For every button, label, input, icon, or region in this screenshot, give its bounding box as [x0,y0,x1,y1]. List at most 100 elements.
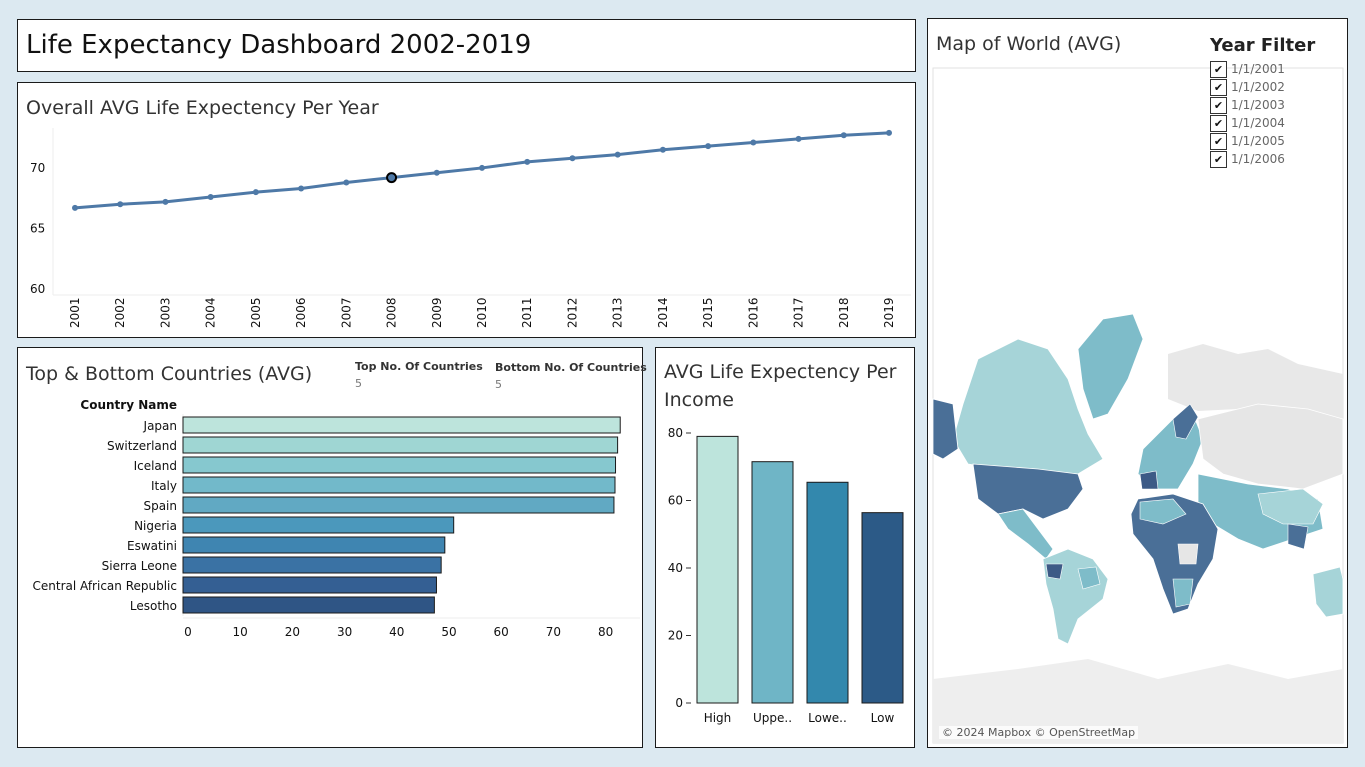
greenland [1077,313,1144,420]
bar[interactable] [696,435,739,704]
x-tick-label: 60 [494,625,509,639]
data-point[interactable] [343,179,350,186]
data-point[interactable] [433,169,440,176]
column-header: Country Name [80,398,177,412]
category-label: Central African Republic [33,579,177,593]
line-chart[interactable]: 60 65 70 2001 2002 2003 2004 2005 2006 2007 2008 20… [18,83,915,337]
dashboard-title-panel: Life Expectancy Dashboard 2002-2019 [17,19,916,72]
alaska [932,398,959,460]
world-map[interactable] [928,19,1347,747]
category-label: Sierra Leone [102,559,177,573]
data-point[interactable] [207,193,214,200]
usa [972,463,1084,520]
bar[interactable] [861,512,904,704]
data-point[interactable] [795,135,802,142]
checkbox-checked-icon[interactable]: ✔ [1210,96,1227,114]
year-filter-item[interactable]: ✔ 1/1/2002 [1210,78,1285,96]
x-tick-label: 0 [184,625,192,639]
income-bar-title-line1: AVG Life Expectency Per [664,361,897,383]
x-tick-label: 80 [598,625,613,639]
bar[interactable] [182,556,442,574]
country-bar-chart[interactable]: Country Name Japan Switzerland Iceland Italy… [18,348,642,747]
year-filter-item[interactable]: ✔ 1/1/2004 [1210,114,1285,132]
top-count-value[interactable]: 5 [355,377,362,390]
brazil-north [1077,566,1101,590]
checkbox-checked-icon[interactable]: ✔ [1210,114,1227,132]
category-label: Lesotho [130,599,177,613]
year-filter-label: 1/1/2003 [1231,98,1285,112]
antarctica [933,659,1343,743]
data-point[interactable] [298,185,305,192]
bar[interactable] [751,461,794,704]
data-point[interactable] [705,143,712,150]
income-bar-title-line2: Income [664,389,734,411]
x-tick-label: 2005 [249,297,263,328]
data-point[interactable] [569,155,576,162]
data-point[interactable] [614,151,621,158]
bar[interactable] [182,576,437,594]
year-filter-item[interactable]: ✔ 1/1/2001 [1210,60,1285,78]
year-filter-item[interactable]: ✔ 1/1/2005 [1210,132,1285,150]
iberia [1139,470,1159,490]
bar[interactable] [182,476,616,494]
bar[interactable] [182,516,455,534]
year-filter-label: 1/1/2002 [1231,80,1285,94]
bottom-count-value[interactable]: 5 [495,378,502,391]
world-map-panel: Map of World (AVG) [927,18,1348,748]
colombia-venezuela [1045,563,1064,580]
x-tick-label: 2014 [656,297,670,328]
category-label: High [704,711,732,725]
x-tick-label: 2017 [792,297,806,328]
checkbox-checked-icon[interactable]: ✔ [1210,60,1227,78]
data-point[interactable] [117,201,124,208]
category-label: Uppe.. [753,711,792,725]
x-tick-label: 2015 [701,297,715,328]
top-count-parameter[interactable]: Top No. Of Countries 5 [355,360,483,390]
data-point[interactable] [72,204,78,211]
x-tick-label: 2008 [385,297,399,328]
year-filter-item[interactable]: ✔ 1/1/2006 [1210,150,1285,168]
x-tick-label: 2012 [565,297,579,328]
x-tick-label: 2004 [204,297,218,328]
mexico [997,508,1054,560]
data-point[interactable] [386,172,398,184]
southeast-asia [1287,523,1309,550]
checkbox-checked-icon[interactable]: ✔ [1210,132,1227,150]
bar[interactable] [182,536,446,554]
bar[interactable] [182,436,619,454]
year-filter-label: 1/1/2001 [1231,62,1285,76]
x-tick-label: 30 [337,625,352,639]
data-point[interactable] [659,146,666,153]
x-tick-label: 2003 [158,297,172,328]
data-point[interactable] [524,158,531,165]
year-filter-label: 1/1/2006 [1231,152,1285,166]
checkbox-checked-icon[interactable]: ✔ [1210,78,1227,96]
data-point[interactable] [252,189,259,196]
bar[interactable] [182,416,621,434]
data-point[interactable] [840,132,847,139]
arctic-land [1168,344,1343,419]
category-label: Japan [143,419,177,433]
map-attribution[interactable]: © 2024 Mapbox © OpenStreetMap [939,726,1139,739]
data-point[interactable] [750,139,757,146]
data-point[interactable] [479,164,485,171]
southern-africa [1172,578,1194,608]
bar[interactable] [182,456,617,474]
checkbox-checked-icon[interactable]: ✔ [1210,150,1227,168]
bottom-count-label: Bottom No. Of Countries [495,361,647,374]
year-filter-item[interactable]: ✔ 1/1/2003 [1210,96,1285,114]
bar[interactable] [182,596,435,614]
data-point[interactable] [162,198,169,205]
year-filter-label: 1/1/2004 [1231,116,1285,130]
scandinavia [1172,403,1199,440]
category-label: Nigeria [134,519,177,533]
bottom-count-parameter[interactable]: Bottom No. Of Countries 5 [495,361,647,391]
line-chart-title: Overall AVG Life Expectency Per Year [26,97,379,119]
income-bar-chart[interactable]: 0 20 40 60 80 High Uppe.. Lowe.. Low [656,348,914,747]
bar[interactable] [806,481,849,704]
africa-nodata [1177,543,1199,565]
y-tick-label: 60 [30,282,45,296]
data-point[interactable] [886,129,892,136]
bar[interactable] [182,496,615,514]
category-label: Low [871,711,895,725]
